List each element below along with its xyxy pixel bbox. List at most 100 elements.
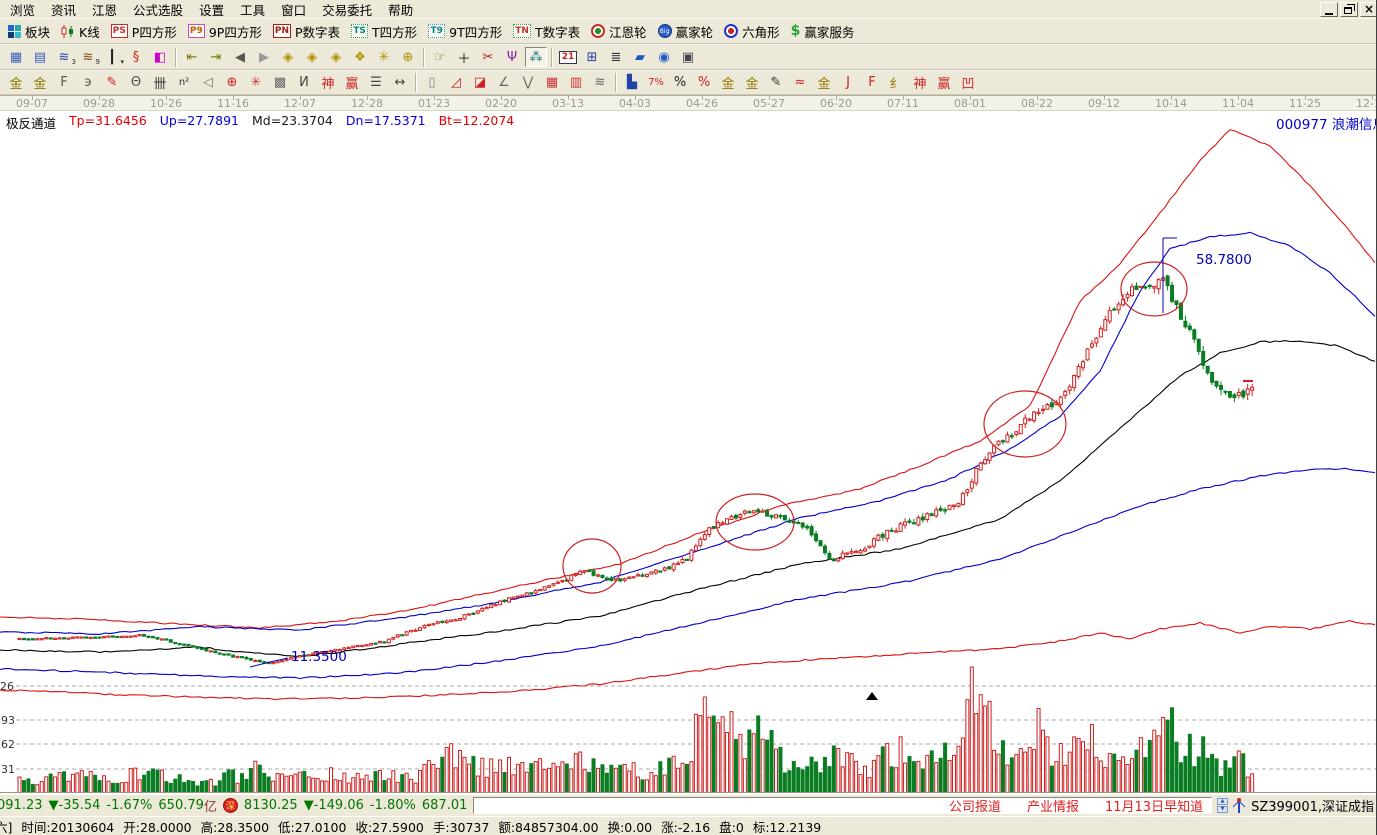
i-quote-button[interactable]: И [293,73,315,93]
diamond-burst-button[interactable]: ✳ [373,47,395,67]
diamond-right-button[interactable]: ◈ [301,47,323,67]
gold-line-button[interactable]: 金 [741,73,763,93]
red-grid-1-button[interactable]: ▦ [541,73,563,93]
menu-item-9[interactable]: 帮助 [388,2,414,18]
menu-item-7[interactable]: 窗口 [281,2,307,18]
report-button[interactable]: ▦ [5,47,27,67]
news-link-2[interactable]: 产业情报 [1026,800,1079,814]
print-button[interactable]: ▣ [677,47,699,67]
ruler-123-button[interactable]: ☰ [365,73,387,93]
mirror-angle-button[interactable]: ◁ [197,73,219,93]
diamond-cross-button[interactable]: ⊕ [397,47,419,67]
tp-marker-button[interactable]: Ψ [501,47,523,67]
t9-square-button[interactable]: T9 9T四方形 [424,21,509,42]
f-angle-button[interactable]: F [861,73,883,93]
scale-comb-button[interactable]: 卌 [149,73,171,93]
info-button[interactable]: ▤ [29,47,51,67]
angle-lines-button[interactable]: ∠ [493,73,515,93]
si-angle-button[interactable]: 纟 [885,73,907,93]
diamond-star-button[interactable]: ❖ [349,47,371,67]
n-square-button[interactable]: n² [173,73,195,93]
diamond-both-button[interactable]: ◈ [325,47,347,67]
pen-button[interactable]: ✎ [101,73,123,93]
calculator-button[interactable]: ⊞ [581,47,603,67]
hexagon-button[interactable]: 六角形 [720,21,787,42]
crosshair-button[interactable]: ＋ [453,47,475,67]
red-grid-2-button[interactable]: ▥ [565,73,587,93]
kline-type-button[interactable]: ┃ ▾ [101,47,124,67]
menu-item-1[interactable]: 浏览 [10,2,36,18]
restore-button[interactable] [1340,1,1358,17]
p9-square-button[interactable]: P9 9P四方形 [184,21,269,42]
ao-angle-button[interactable]: 凹 [957,73,979,93]
wave-button[interactable]: ≈ [789,73,811,93]
gold-angle-button[interactable]: 金 [813,73,835,93]
minimize-button[interactable] [1320,1,1338,17]
t-square-button[interactable]: TS T四方形 [347,21,424,42]
j-angle-button[interactable]: J [837,73,859,93]
scroll-spinner[interactable]: ▲ ▼ [1217,798,1229,813]
port-box-button[interactable]: ▯ [421,73,443,93]
menu-item-8[interactable]: 交易委托 [322,2,373,18]
last-page-button[interactable]: ⇥ [205,47,227,67]
kline-chart[interactable]: 126 93 62 31 58.7800 11.3500 [0,111,1376,793]
spin-down-icon[interactable]: ▼ [1217,806,1229,813]
prev-button[interactable]: ◀ [229,47,251,67]
pen-candle-button[interactable]: ✎ [765,73,787,93]
sector-button[interactable]: 板块 [4,21,57,42]
next-button[interactable]: ▶ [253,47,275,67]
pattern-mode-button[interactable]: ⁂ [525,47,547,67]
width-arrows-button[interactable]: ↔ [389,73,411,93]
seven-percent-button[interactable]: 7% [645,73,667,93]
menu-item-3[interactable]: 江恩 [92,2,118,18]
hand-button[interactable]: ☞ [429,47,451,67]
red-fan-button[interactable]: ◿ [445,73,467,93]
notes-button[interactable]: ≣ [605,47,627,67]
grid-box-button[interactable]: ▩ [269,73,291,93]
ying-angle-button[interactable]: 赢 [933,73,955,93]
p-square-button[interactable]: PS P四方形 [107,21,184,42]
chart9-button[interactable]: ≋ 9 [77,47,100,67]
gann-gold-1-button[interactable]: 金 [5,73,27,93]
news-link-3[interactable]: 11月13日早知道 [1104,800,1204,814]
v-lines-button[interactable]: ⋁ [517,73,539,93]
news-link-1[interactable]: 公司报道 [948,800,1001,814]
gann-wheel-button[interactable]: 江恩轮 [587,21,654,42]
shen-angle-button[interactable]: 神 [909,73,931,93]
kline-button[interactable]: K线 [57,21,107,42]
p-number-button[interactable]: PN P数字表 [269,21,347,42]
menu-item-4[interactable]: 公式选股 [133,2,184,18]
chart-canvas[interactable]: 126 93 62 31 58.7800 11.3500 极反通道 Tp=31.6456 Up… [0,110,1376,793]
winner-wheel-button[interactable]: Big 赢家轮 [654,21,721,42]
gann-gold-2-button[interactable]: 金 [29,73,51,93]
percent-button[interactable]: % [669,73,691,93]
parallel-lines-button[interactable]: ≋ [589,73,611,93]
winner-service-button[interactable]: $ 赢家服务 [787,21,862,42]
histogram-button[interactable]: ◧ [149,47,171,67]
t-number-button[interactable]: TN T数字表 [509,21,587,42]
first-page-button[interactable]: ⇤ [181,47,203,67]
star-burst-button[interactable]: ✳ [245,73,267,93]
menu-item-6[interactable]: 工具 [240,2,266,18]
gold-circle-button[interactable]: 金 [717,73,739,93]
spiral-button[interactable]: ϶ [77,73,99,93]
network-button[interactable]: ◉ [653,47,675,67]
ying-tool-button[interactable]: 赢 [341,73,363,93]
close-button[interactable]: × [1360,1,1376,17]
circle-cross-button[interactable]: ⊕ [221,73,243,93]
percent-line-button[interactable]: % [693,73,715,93]
spin-up-icon[interactable]: ▲ [1217,798,1229,805]
blue-bars-button[interactable]: ▙ [621,73,643,93]
save-button[interactable]: ▰ [629,47,651,67]
gann-circle-button[interactable]: Θ [125,73,147,93]
chart3-button[interactable]: ≋ 3 [53,47,76,67]
calendar-button[interactable]: 21 [557,47,579,67]
shen-tool-button[interactable]: 神 [317,73,339,93]
menu-item-2[interactable]: 资讯 [51,2,77,18]
scissors-button[interactable]: ✂ [477,47,499,67]
menu-item-5[interactable]: 设置 [199,2,225,18]
red-fan-box-button[interactable]: ◪ [469,73,491,93]
diamond-left-button[interactable]: ◈ [277,47,299,67]
fibonacci-button[interactable]: F [53,73,75,93]
seal-button[interactable]: § [125,47,147,67]
